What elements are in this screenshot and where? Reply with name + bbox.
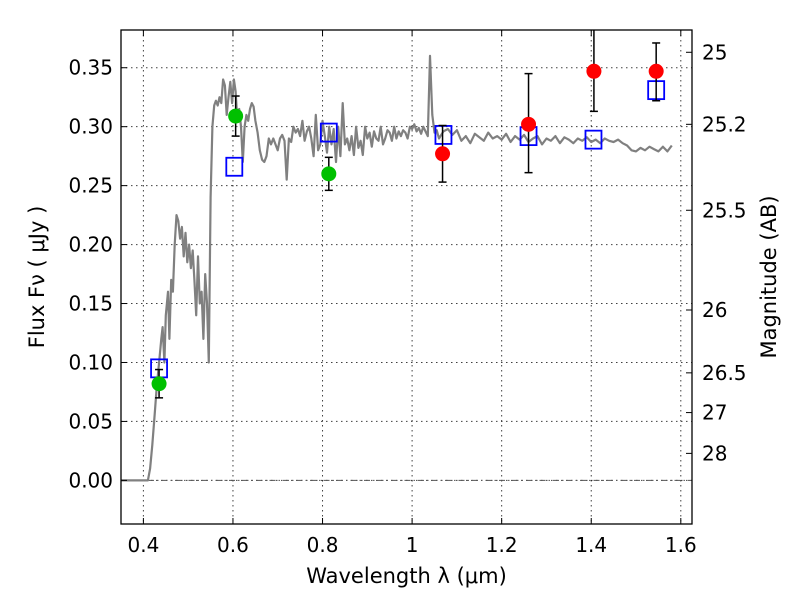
x-tick-label: 1.4 — [575, 533, 607, 557]
right-tick-label: 25.2 — [702, 112, 747, 136]
right-tick-label: 28 — [702, 441, 727, 465]
grid-lines — [121, 30, 692, 524]
y-tick-label: 0.00 — [68, 468, 113, 492]
y-axis-title: Flux Fν ( μJy ) — [25, 206, 49, 349]
y-tick-label: 0.10 — [68, 350, 113, 374]
observed-flux-point — [151, 376, 167, 392]
right-tick-label: 26 — [702, 298, 727, 322]
model-flux-square — [319, 122, 338, 143]
x-tick-label: 0.6 — [217, 533, 249, 557]
observed-flux-point — [586, 63, 602, 79]
model-flux-square — [225, 156, 244, 177]
right-tick-label: 26.5 — [702, 361, 747, 385]
x-tick-label: 1.6 — [665, 533, 697, 557]
right-tick-label: 27 — [702, 401, 727, 425]
observed-flux-point — [321, 166, 337, 182]
template-spectrum — [121, 54, 673, 482]
x-tick-label: 1 — [406, 533, 419, 557]
y-tick-label: 0.05 — [68, 409, 113, 433]
observed-flux-point — [435, 146, 451, 162]
right-axis-title: Magnitude (AB) — [757, 195, 781, 358]
y-tick-label: 0.20 — [68, 233, 113, 257]
x-axis-title: Wavelength λ (μm) — [306, 564, 507, 588]
axis-ticks: 0.4 0.6 0.8 1 1.2 1.4 1.6 0.00 0.05 0.10 0.15 0.20 0… — [68, 30, 747, 557]
right-tick-label: 25.5 — [702, 198, 747, 222]
right-tick-label: 25 — [702, 40, 727, 64]
model-flux-square — [584, 129, 603, 150]
x-tick-label: 0.8 — [307, 533, 339, 557]
plot-frame — [120, 29, 693, 525]
y-tick-label: 0.35 — [68, 56, 113, 80]
photometry-points — [150, 30, 666, 399]
y-tick-label: 0.30 — [68, 115, 113, 139]
x-tick-label: 0.4 — [127, 533, 159, 557]
observed-flux-point — [648, 63, 664, 79]
y-tick-label: 0.25 — [68, 174, 113, 198]
observed-flux-point — [521, 116, 537, 132]
x-tick-label: 1.2 — [486, 533, 518, 557]
y-tick-label: 0.15 — [68, 292, 113, 316]
spectrum-line — [121, 54, 673, 482]
observed-flux-point — [228, 108, 244, 124]
